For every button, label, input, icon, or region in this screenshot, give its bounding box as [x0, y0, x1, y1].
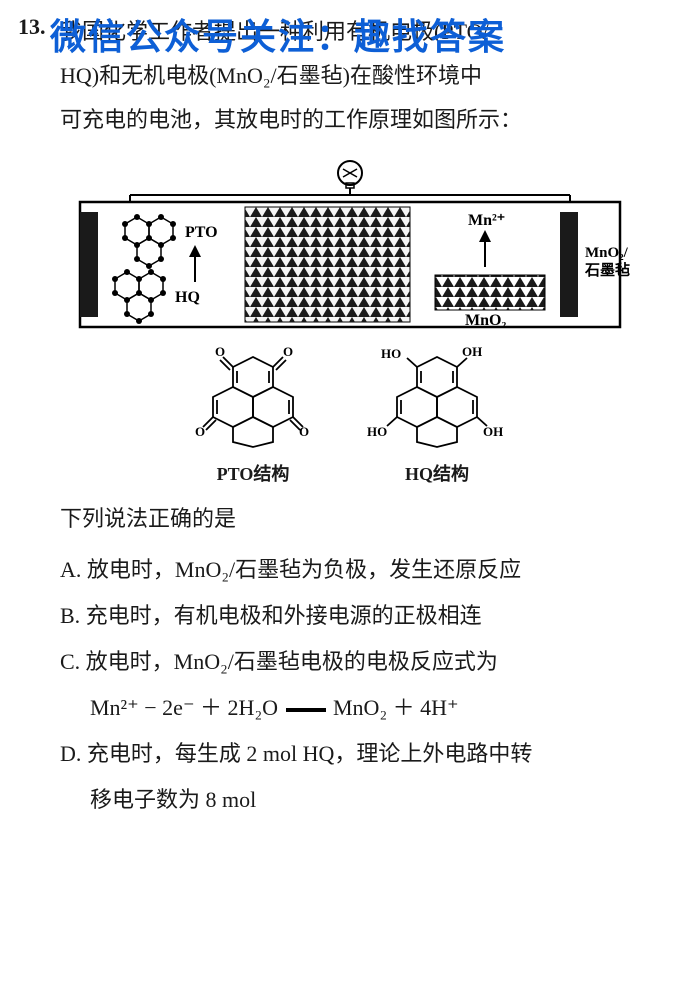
option-c-line1: C. 放电时，MnO₂/石墨毡电极的电极反应式为 [60, 640, 660, 684]
left-electrode [80, 212, 98, 317]
svg-text:O: O [283, 344, 293, 359]
left-arrow-icon [189, 245, 201, 282]
option-d-line1: D. 充电时，每生成 2 mol HQ，理论上外电路中转 [60, 732, 660, 776]
hq-structure: OH HO OH HO HQ结构 [367, 342, 507, 486]
svg-text:O: O [195, 424, 205, 439]
mno2-block [435, 275, 545, 310]
eq-left: Mn²⁺ − 2e⁻ ＋ 2H₂O [90, 695, 278, 720]
pto-structure: O O O O PTO结构 [193, 342, 313, 486]
mn-ion-label: Mn²⁺ [468, 212, 505, 229]
battery-diagram: PTO HQ [70, 157, 630, 332]
equilibrium-icon [286, 708, 326, 712]
svg-text:HO: HO [367, 424, 387, 439]
electrode-label-2: 石墨毡 [584, 261, 630, 279]
stem-line-3: 可充电的电池，其放电时的工作原理如图所示： [60, 98, 660, 142]
hq-struct-label: HQ结构 [367, 460, 507, 486]
watermark-text: 微信公众号关注：趣找答案 [50, 8, 506, 60]
hq-label: HQ [175, 289, 200, 306]
pto-struct-label: PTO结构 [193, 460, 313, 486]
hq-molecule-icon [112, 269, 166, 324]
right-arrow-icon [479, 230, 491, 267]
option-c-line2: Mn²⁺ − 2e⁻ ＋ 2H₂O MnO₂ ＋ 4H⁺ [60, 686, 660, 730]
membrane-triangles [245, 207, 410, 322]
pto-molecule-icon [122, 214, 176, 269]
right-electrode [560, 212, 578, 317]
pto-label: PTO [185, 224, 218, 241]
bulb-icon [130, 161, 570, 202]
option-d-line2: 移电子数为 8 mol [60, 778, 660, 822]
option-b: B. 充电时，有机电极和外接电源的正极相连 [60, 594, 660, 638]
svg-text:OH: OH [462, 344, 482, 359]
stem-line-2: HQ)和无机电极(MnO₂/石墨毡)在酸性环境中 [60, 54, 660, 98]
electrode-label-1: MnO₂/ [585, 245, 629, 261]
mno2-label: MnO₂ [465, 312, 506, 329]
question-prompt: 下列说法正确的是 [60, 501, 670, 533]
svg-text:O: O [215, 344, 225, 359]
svg-text:OH: OH [483, 424, 503, 439]
structure-diagrams: O O O O PTO结构 OH [30, 342, 670, 486]
question-number: 13. [18, 14, 46, 40]
eq-right: MnO₂ ＋ 4H⁺ [333, 695, 459, 720]
option-a: A. 放电时，MnO₂/石墨毡为负极，发生还原反应 [60, 548, 660, 592]
svg-text:HO: HO [381, 346, 401, 361]
svg-text:O: O [299, 424, 309, 439]
